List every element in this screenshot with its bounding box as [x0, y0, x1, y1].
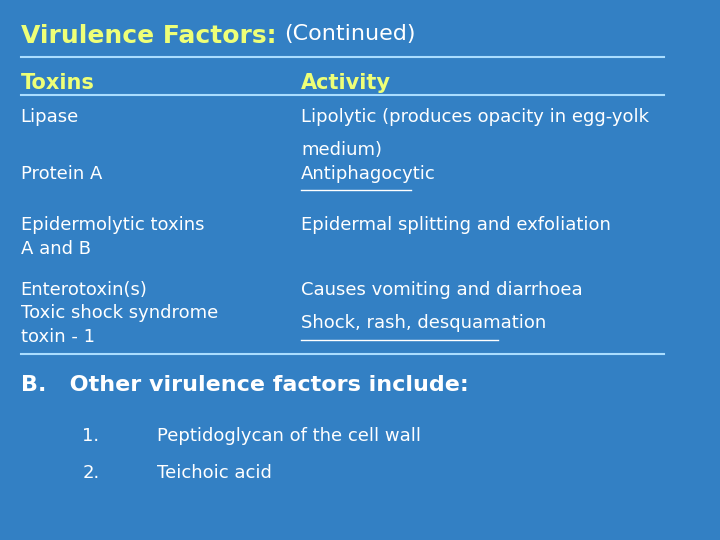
- Text: Causes vomiting and diarrhoea: Causes vomiting and diarrhoea: [301, 281, 582, 299]
- Text: medium): medium): [301, 141, 382, 159]
- Text: Antiphagocytic: Antiphagocytic: [301, 165, 436, 183]
- Text: Lipolytic (produces opacity in egg-yolk: Lipolytic (produces opacity in egg-yolk: [301, 108, 649, 126]
- Text: 1.: 1.: [82, 427, 99, 444]
- Text: Peptidoglycan of the cell wall: Peptidoglycan of the cell wall: [158, 427, 421, 444]
- Text: Epidermolytic toxins
A and B: Epidermolytic toxins A and B: [21, 216, 204, 258]
- Text: Toxins: Toxins: [21, 73, 94, 93]
- Text: Shock, rash, desquamation: Shock, rash, desquamation: [301, 314, 546, 332]
- Text: Enterotoxin(s)
Toxic shock syndrome
toxin - 1: Enterotoxin(s) Toxic shock syndrome toxi…: [21, 281, 217, 346]
- Text: Lipase: Lipase: [21, 108, 78, 126]
- Text: Virulence Factors:: Virulence Factors:: [21, 24, 285, 48]
- Text: Epidermal splitting and exfoliation: Epidermal splitting and exfoliation: [301, 216, 611, 234]
- Text: (Continued): (Continued): [284, 24, 415, 44]
- Text: 2.: 2.: [82, 464, 99, 482]
- Text: Activity: Activity: [301, 73, 391, 93]
- Text: B.   Other virulence factors include:: B. Other virulence factors include:: [21, 375, 468, 395]
- Text: Protein A: Protein A: [21, 165, 102, 183]
- Text: Teichoic acid: Teichoic acid: [158, 464, 272, 482]
